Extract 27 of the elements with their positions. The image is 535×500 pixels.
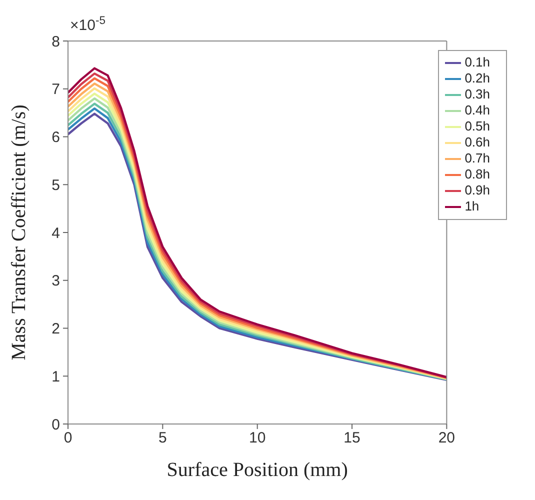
y-tick-label: 8 [52, 33, 60, 50]
legend-label: 0.6h [464, 134, 490, 150]
legend-label: 0.3h [464, 86, 490, 102]
legend-label: 0.1h [464, 54, 490, 70]
x-tick-label: 20 [438, 430, 456, 447]
y-tick-label: 7 [52, 81, 60, 98]
legend-label: 1h [464, 198, 480, 214]
x-axis-title: Surface Position (mm) [166, 459, 348, 481]
y-tick-label: 6 [52, 129, 60, 146]
x-tick-label: 5 [158, 430, 167, 447]
x-tick-label: 10 [249, 430, 266, 447]
y-axis-title: Mass Transfer Coefficient (m/s) [8, 104, 30, 360]
text: ×10$^{-5}$ [70, 15, 106, 34]
legend-label: 0.5h [464, 118, 490, 134]
y-tick-label: 2 [52, 320, 60, 338]
y-tick-label: 5 [52, 176, 60, 194]
legend-label: 0.2h [464, 70, 490, 86]
x-tick-label: 15 [344, 430, 360, 447]
legend-label: 0.7h [464, 150, 490, 166]
legend-label: 0.8h [464, 166, 490, 182]
x-tick-label: 0 [64, 430, 72, 447]
y-tick-label: 0 [52, 416, 60, 434]
y-tick-label: 4 [52, 224, 60, 242]
legend-label: 0.4h [464, 102, 490, 118]
legend-label: 0.9h [464, 182, 490, 198]
y-tick-label: 3 [52, 272, 60, 290]
y-tick-label: 1 [52, 368, 60, 386]
